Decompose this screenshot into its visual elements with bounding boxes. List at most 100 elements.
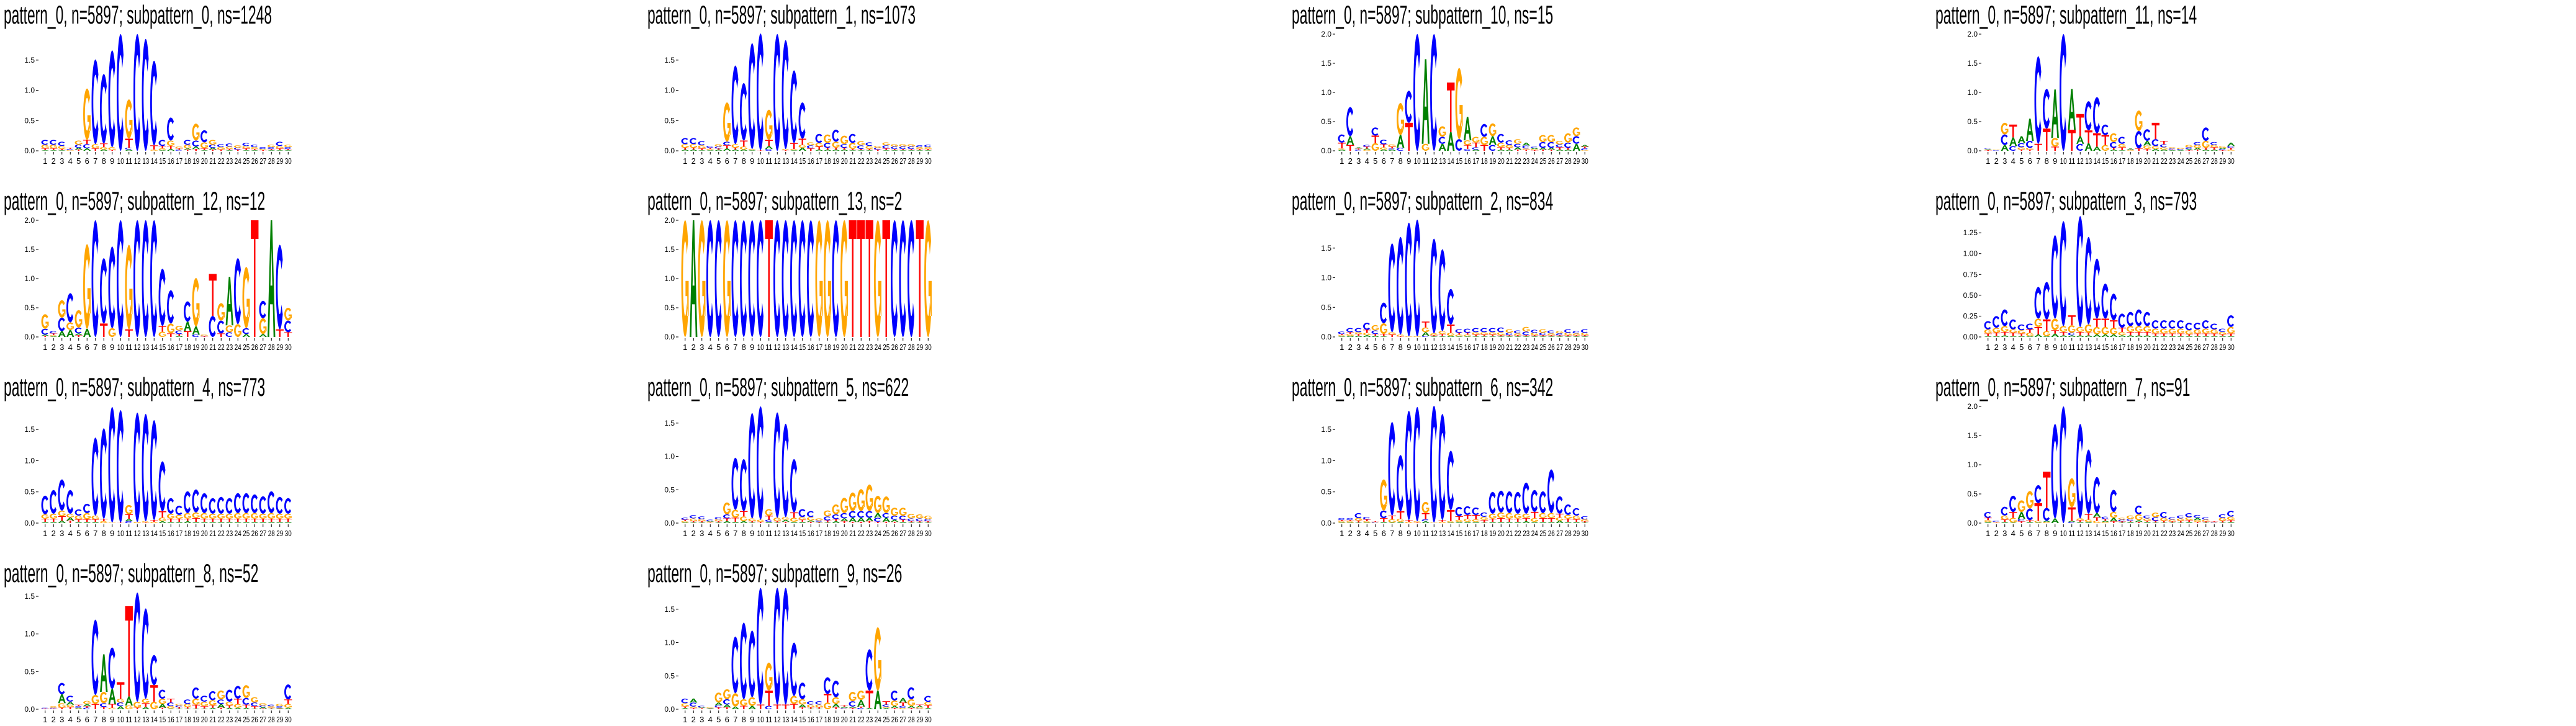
logo-letter-T xyxy=(142,703,150,707)
y-axis: 0.00.51.01.52.0 xyxy=(1967,30,1981,155)
logo-letter-A xyxy=(916,706,924,707)
x-tick-label: 1 xyxy=(683,156,687,166)
logo-letter-A xyxy=(1338,150,1346,151)
x-tick-label: 22 xyxy=(218,529,225,538)
logo-letter-C xyxy=(91,619,99,695)
logo-letter-A xyxy=(731,706,739,709)
y-tick-label: 2.0 xyxy=(24,216,35,225)
logo-letter-G xyxy=(2051,138,2059,147)
logo-letter-C xyxy=(907,687,914,699)
logo-letter-G xyxy=(1472,519,1480,522)
x-tick-label: 25 xyxy=(883,343,889,352)
x-tick-label: 19 xyxy=(2135,343,2142,352)
logo-letter-T xyxy=(865,521,873,523)
logo-letter-T xyxy=(714,707,723,709)
logo-letter-A xyxy=(2160,522,2168,523)
y-tick-label: 1.0 xyxy=(664,639,675,647)
y-tick-label: 2.0 xyxy=(1967,402,1978,411)
logo-position-3 xyxy=(1354,328,1362,337)
logo-letter-T xyxy=(1572,335,1580,337)
logo-position-30 xyxy=(924,220,932,337)
logo-stacks xyxy=(41,593,292,709)
logo-letter-C xyxy=(2034,56,2042,144)
logo-letter-T xyxy=(807,148,815,151)
logo-letter-A xyxy=(815,150,823,151)
x-tick-label: 5 xyxy=(1373,343,1377,352)
logo-letter-C xyxy=(2160,512,2167,518)
logo-letter-T xyxy=(74,704,83,707)
logo-position-17 xyxy=(1472,507,1480,523)
x-tick-label: 29 xyxy=(276,715,283,724)
logo-letter-C xyxy=(259,496,266,514)
logo-position-1 xyxy=(41,314,49,337)
logo-letter-C xyxy=(765,706,772,709)
logo-letter-T xyxy=(2001,519,2009,522)
x-tick-label: 17 xyxy=(176,529,182,538)
logo-letter-T xyxy=(874,150,882,151)
logo-letter-T xyxy=(167,518,175,522)
logo-letter-G xyxy=(251,697,258,703)
logo-letter-A xyxy=(74,707,83,709)
logo-position-28 xyxy=(1564,329,1572,337)
logo-letter-C xyxy=(815,701,822,705)
logo-letter-G xyxy=(158,148,166,151)
x-tick-label: 28 xyxy=(268,156,275,166)
logo-position-8 xyxy=(1397,455,1405,523)
logo-letter-A xyxy=(907,150,916,151)
logo-position-5 xyxy=(74,509,83,523)
x-tick-label: 25 xyxy=(1539,343,1546,352)
x-tick-label: 13 xyxy=(2085,156,2092,166)
logo-letter-C xyxy=(2185,513,2192,518)
logo-position-1 xyxy=(1984,321,1992,337)
logo-letter-A xyxy=(2034,334,2042,337)
logo-letter-C xyxy=(2101,284,2109,319)
y-tick-label: 2.0 xyxy=(1967,30,1978,38)
logo-letter-C xyxy=(175,330,182,334)
logo-letter-T xyxy=(907,149,916,151)
logo-letter-C xyxy=(781,588,789,705)
logo-position-7 xyxy=(2034,56,2042,151)
logo-letter-G xyxy=(1480,137,1488,145)
logo-position-20 xyxy=(2143,129,2151,151)
logo-letter-C xyxy=(259,300,266,318)
logo-position-23 xyxy=(1522,482,1530,523)
x-tick-label: 19 xyxy=(192,715,199,724)
x-tick-label: 4 xyxy=(1365,529,1369,538)
x-tick-label: 5 xyxy=(2019,343,2024,352)
logo-letter-A xyxy=(74,333,83,336)
logo-letter-T xyxy=(2101,318,2109,327)
logo-letter-A xyxy=(1421,332,1430,336)
logo-letter-C xyxy=(865,649,873,691)
logo-letter-C xyxy=(2009,495,2016,513)
logo-position-7 xyxy=(91,619,99,709)
logo-letter-C xyxy=(1556,496,1563,514)
logo-letter-T xyxy=(209,705,217,708)
logo-letter-A xyxy=(1438,336,1446,337)
logo-letter-C xyxy=(276,496,283,514)
logo-letter-A xyxy=(225,277,233,326)
logo-letter-T xyxy=(1505,335,1513,337)
logo-letter-T xyxy=(2093,133,2101,147)
logo-letter-C xyxy=(117,220,124,337)
logo-letter-T xyxy=(740,140,748,147)
logo-letter-T xyxy=(1338,334,1346,336)
logo-letter-C xyxy=(2017,324,2025,331)
logo-letter-G xyxy=(217,303,225,321)
logo-letter-A xyxy=(2118,335,2126,337)
logo-position-26 xyxy=(251,220,259,337)
logo-letter-T xyxy=(2143,149,2151,151)
x-tick-label: 2 xyxy=(52,529,56,538)
logo-letter-C xyxy=(259,147,266,150)
logo-letter-T xyxy=(790,512,798,518)
logo-position-25 xyxy=(882,496,890,523)
logo-letter-T xyxy=(916,220,924,337)
logo-letter-T xyxy=(1531,511,1539,518)
logo-letter-G xyxy=(1572,333,1580,336)
logo-letter-C xyxy=(268,491,274,513)
logo-letter-T xyxy=(192,149,200,151)
x-tick-label: 2 xyxy=(1348,343,1353,352)
logo-letter-G xyxy=(58,146,66,150)
logo-letter-C xyxy=(2143,515,2150,519)
logo-letter-T xyxy=(916,704,924,706)
x-tick-label: 6 xyxy=(2028,529,2032,538)
